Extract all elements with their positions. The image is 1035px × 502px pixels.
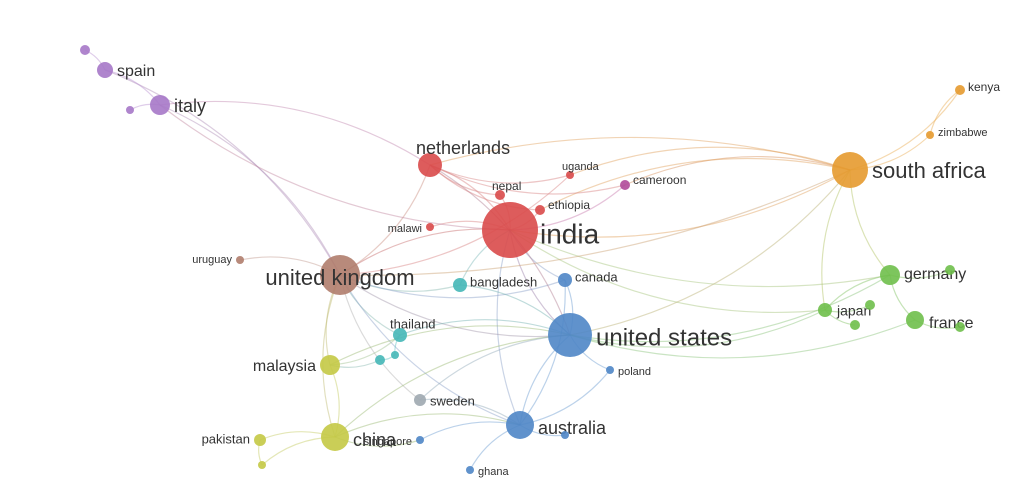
node-circle[interactable] xyxy=(80,45,90,55)
edge xyxy=(520,370,610,425)
node-label: zimbabwe xyxy=(938,127,988,139)
node-label: malawi xyxy=(388,223,422,235)
node-circle[interactable] xyxy=(945,265,955,275)
node-label: india xyxy=(540,218,600,249)
node-circle[interactable] xyxy=(506,411,534,439)
edge xyxy=(330,326,570,365)
node-circle[interactable] xyxy=(126,106,134,114)
node-circle[interactable] xyxy=(426,223,434,231)
node-label: uruguay xyxy=(192,254,232,266)
node-label: australia xyxy=(538,418,607,438)
edge xyxy=(420,335,570,400)
node-circle[interactable] xyxy=(955,85,965,95)
node-circle[interactable] xyxy=(391,351,399,359)
node-label: uganda xyxy=(562,161,600,173)
node-circle[interactable] xyxy=(150,95,170,115)
node-label: kenya xyxy=(968,80,1000,94)
edge xyxy=(160,105,340,275)
node-circle[interactable] xyxy=(548,313,592,357)
edge xyxy=(105,70,340,275)
node-circle[interactable] xyxy=(620,180,630,190)
node-circle[interactable] xyxy=(236,256,244,264)
node-label: thailand xyxy=(390,316,436,331)
edge xyxy=(497,230,520,425)
node-label: united kingdom xyxy=(265,265,414,290)
node-circle[interactable] xyxy=(906,311,924,329)
node-circle[interactable] xyxy=(850,320,860,330)
edge xyxy=(822,170,850,310)
node-circle[interactable] xyxy=(880,265,900,285)
node-label: france xyxy=(929,315,974,332)
node-label: nepal xyxy=(492,179,521,193)
node-circle[interactable] xyxy=(321,423,349,451)
node-label: south africa xyxy=(872,158,986,183)
node-circle[interactable] xyxy=(258,461,266,469)
node-label: sweden xyxy=(430,393,475,408)
node-label: germany xyxy=(904,266,966,283)
node-circle[interactable] xyxy=(375,355,385,365)
node-circle[interactable] xyxy=(926,131,934,139)
node-label: poland xyxy=(618,366,651,378)
node-label: netherlands xyxy=(416,138,510,158)
node-circle[interactable] xyxy=(97,62,113,78)
node-label: bangladesh xyxy=(470,274,537,289)
node-circle[interactable] xyxy=(535,205,545,215)
node-label: singapore xyxy=(364,436,412,448)
node-circle[interactable] xyxy=(818,303,832,317)
node-label: malaysia xyxy=(253,358,316,375)
node-circle[interactable] xyxy=(606,366,614,374)
node-label: spain xyxy=(117,63,155,80)
node-circle[interactable] xyxy=(955,322,965,332)
node-label: united states xyxy=(596,324,732,351)
edge xyxy=(420,422,520,440)
node-label: ethiopia xyxy=(548,198,590,212)
node-label: pakistan xyxy=(202,431,250,446)
node-circle[interactable] xyxy=(320,355,340,375)
node-label: italy xyxy=(174,96,206,116)
network-graph: india united states united kingdom south af… xyxy=(0,0,1035,502)
node-circle[interactable] xyxy=(466,466,474,474)
node-circle[interactable] xyxy=(865,300,875,310)
node-circle[interactable] xyxy=(832,152,868,188)
node-label: canada xyxy=(575,269,618,284)
node-circle[interactable] xyxy=(561,431,569,439)
nodes-layer: india united states united kingdom south af… xyxy=(80,45,1000,478)
node-circle[interactable] xyxy=(416,436,424,444)
node-circle[interactable] xyxy=(254,434,266,446)
node-label: cameroon xyxy=(633,173,686,187)
node-circle[interactable] xyxy=(453,278,467,292)
node-circle[interactable] xyxy=(414,394,426,406)
node-label: ghana xyxy=(478,466,509,478)
node-circle[interactable] xyxy=(558,273,572,287)
edge xyxy=(160,105,510,230)
node-circle[interactable] xyxy=(482,202,538,258)
